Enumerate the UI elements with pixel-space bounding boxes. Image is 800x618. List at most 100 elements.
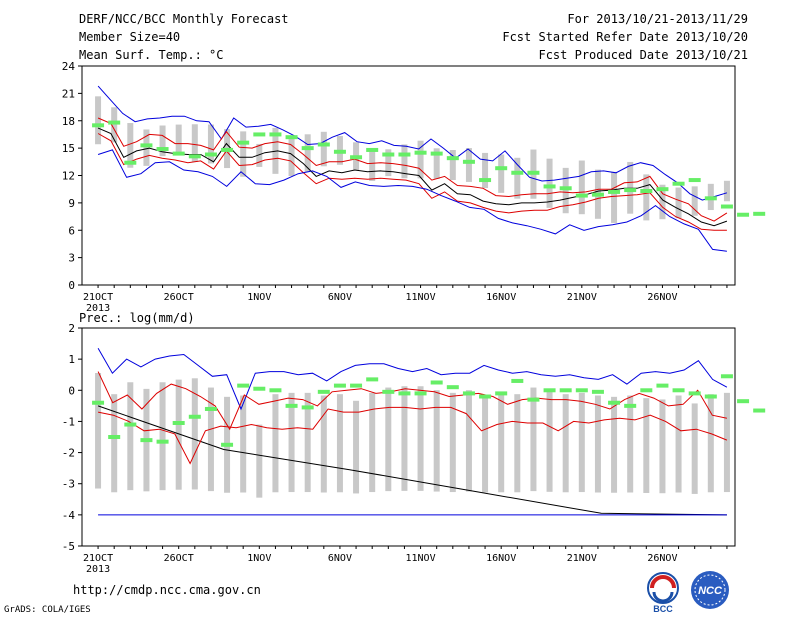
temp-y-tick-label: 12 bbox=[62, 170, 75, 183]
temp-x-year-label: 2013 bbox=[86, 303, 110, 314]
temp-series-mean bbox=[97, 127, 728, 227]
prec-observed-marker bbox=[204, 406, 217, 411]
temp-observed-marker bbox=[704, 196, 717, 201]
prec-spread-bar bbox=[611, 396, 618, 493]
prec-spread-bar bbox=[417, 386, 424, 491]
prec-observed-marker bbox=[156, 439, 169, 444]
temp-observed-marker bbox=[753, 211, 766, 216]
prec-observed-marker bbox=[301, 405, 314, 410]
temp-spread-bar bbox=[417, 140, 424, 179]
temp-spread-bar bbox=[175, 124, 182, 156]
temp-observed-marker bbox=[559, 186, 572, 191]
temp-spread-bar bbox=[369, 150, 376, 181]
temp-observed-marker bbox=[382, 152, 395, 157]
temp-spread-bar bbox=[143, 129, 150, 166]
prec-observed-marker bbox=[608, 400, 621, 405]
temp-spread-bar bbox=[659, 184, 666, 220]
prec-panel-title: Prec.: log(mm/d) bbox=[79, 311, 195, 325]
prec-observed-marker bbox=[495, 391, 508, 396]
temp-observed-marker bbox=[430, 151, 443, 156]
temp-observed-marker bbox=[527, 170, 540, 175]
temp-spread-bar bbox=[498, 154, 505, 193]
prec-x-tick-label: 1NOV bbox=[247, 553, 271, 564]
prec-spread-bar bbox=[562, 394, 569, 493]
temp-observed-marker bbox=[511, 170, 524, 175]
temp-x-tick-label: 21NOV bbox=[567, 292, 597, 303]
temp-spread-bar bbox=[465, 148, 472, 182]
prec-spread-bar bbox=[272, 394, 279, 493]
prec-observed-marker bbox=[398, 391, 411, 396]
prec-spread-bar bbox=[465, 390, 472, 492]
temp-observed-marker bbox=[108, 120, 121, 125]
temp-observed-marker bbox=[495, 166, 508, 171]
chart-title: DERF/NCC/BCC Monthly Forecast bbox=[79, 12, 289, 26]
prec-observed-marker bbox=[430, 380, 443, 385]
temp-spread-bar bbox=[643, 174, 650, 221]
temp-observed-marker bbox=[446, 156, 459, 161]
prec-spread-bar bbox=[707, 394, 714, 493]
prec-spread-bar bbox=[482, 395, 489, 493]
temp-observed-marker bbox=[140, 143, 153, 148]
temp-observed-marker bbox=[720, 204, 733, 209]
temp-spread-bar bbox=[304, 134, 311, 172]
prec-observed-marker bbox=[462, 391, 475, 396]
prec-observed-marker bbox=[543, 388, 556, 393]
prec-series-lower bbox=[98, 406, 728, 465]
temp-series-min bbox=[97, 149, 727, 252]
temp-observed-marker bbox=[462, 159, 475, 164]
temp-observed-marker bbox=[237, 140, 250, 145]
prec-observed-marker bbox=[108, 435, 121, 439]
forecast-period: For 2013/10/21-2013/11/29 bbox=[567, 12, 748, 26]
temp-x-tick-label: 16NOV bbox=[486, 292, 516, 303]
prec-x-tick-label: 21NOV bbox=[567, 553, 597, 564]
website-url[interactable]: http://cmdp.ncc.cma.gov.cn bbox=[73, 583, 261, 597]
prec-observed-marker bbox=[124, 422, 137, 427]
prec-spread-bar bbox=[369, 392, 376, 493]
temp-observed-marker bbox=[656, 187, 669, 192]
temp-observed-marker bbox=[398, 152, 411, 157]
prec-spread-bar bbox=[207, 387, 214, 492]
prec-spread-bar bbox=[643, 398, 650, 493]
temp-observed-marker bbox=[575, 193, 588, 198]
temp-observed-marker bbox=[333, 149, 346, 154]
temp-observed-marker bbox=[204, 152, 217, 157]
prec-observed-marker bbox=[188, 414, 201, 419]
prec-observed-marker bbox=[366, 377, 379, 382]
temp-spread-bar bbox=[95, 96, 102, 145]
prec-spread-bar bbox=[433, 390, 440, 492]
temp-spread-bar bbox=[127, 123, 134, 168]
prec-observed-marker bbox=[720, 374, 733, 379]
prec-observed-marker bbox=[350, 383, 363, 388]
prec-spread-bar bbox=[449, 392, 456, 493]
temp-spread-bar bbox=[159, 125, 166, 157]
prec-spread-bar bbox=[320, 395, 327, 493]
prec-observed-marker bbox=[140, 438, 153, 443]
prec-spread-bar bbox=[514, 394, 521, 493]
prec-observed-marker bbox=[672, 388, 685, 393]
temp-observed-marker bbox=[414, 150, 427, 155]
prec-spread-bar bbox=[530, 387, 537, 492]
temp-y-tick-label: 18 bbox=[62, 115, 75, 128]
temp-x-tick-label: 26NOV bbox=[647, 292, 677, 303]
temp-y-tick-label: 24 bbox=[62, 60, 76, 73]
temp-spread-bar bbox=[449, 149, 456, 181]
prec-y-tick-label: 2 bbox=[68, 322, 75, 335]
grads-credit: GrADS: COLA/IGES bbox=[4, 605, 91, 615]
prec-observed-marker bbox=[92, 400, 105, 405]
prec-spread-bar bbox=[401, 386, 408, 491]
forecast-started-date: Fcst Started Refer Date 2013/10/20 bbox=[502, 30, 748, 44]
temp-observed-marker bbox=[156, 147, 169, 152]
temp-observed-marker bbox=[737, 212, 750, 217]
temp-plot-frame bbox=[81, 65, 736, 286]
ncc-logo-text: NCC bbox=[698, 585, 723, 597]
temp-spread-bar bbox=[611, 171, 618, 223]
prec-observed-marker bbox=[414, 391, 427, 396]
temp-observed-marker bbox=[92, 123, 105, 128]
temp-series-upper bbox=[97, 117, 728, 222]
prec-x-tick-label: 26NOV bbox=[647, 553, 677, 564]
temp-observed-marker bbox=[366, 147, 379, 152]
prec-observed-marker bbox=[704, 394, 717, 399]
prec-spread-bar bbox=[288, 392, 295, 493]
temp-observed-marker bbox=[688, 178, 701, 183]
prec-spread-bar bbox=[336, 394, 343, 493]
